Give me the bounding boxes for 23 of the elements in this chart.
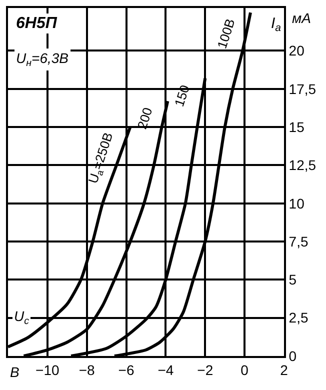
y-tick-label: 5 [288, 272, 297, 288]
x-tick-label: −4 [158, 362, 174, 378]
text: 100В [214, 16, 238, 50]
y-tick-label: 15 [288, 118, 305, 135]
x-tick-label: −8 [78, 362, 96, 378]
x-tick-label: −2 [197, 362, 214, 378]
x-tick-label: −6 [118, 362, 134, 378]
x-tick-label: 0 [240, 362, 249, 378]
chart-title: 6Н5П [16, 15, 58, 32]
y-tick-label: 0 [288, 348, 297, 364]
x-axis-title: U$_{c}$ [14, 308, 30, 327]
text: В [10, 364, 20, 380]
x-tick-label: −10 [36, 362, 60, 378]
y-tick-label: 2,5 [288, 310, 308, 326]
y-tick-label: 7,5 [288, 233, 308, 250]
y-tick-label: 12,5 [288, 157, 316, 174]
y-tick-label: 10 [288, 195, 305, 212]
text: U$_{н}$=6,3В [16, 50, 69, 69]
y-tick-label: 20 [288, 42, 305, 59]
y-tick-label: 17,5 [288, 80, 316, 97]
text: мА [292, 10, 311, 26]
y-axis-title: I$_{a}$ [271, 15, 282, 34]
x-tick-label: 2 [280, 362, 288, 378]
